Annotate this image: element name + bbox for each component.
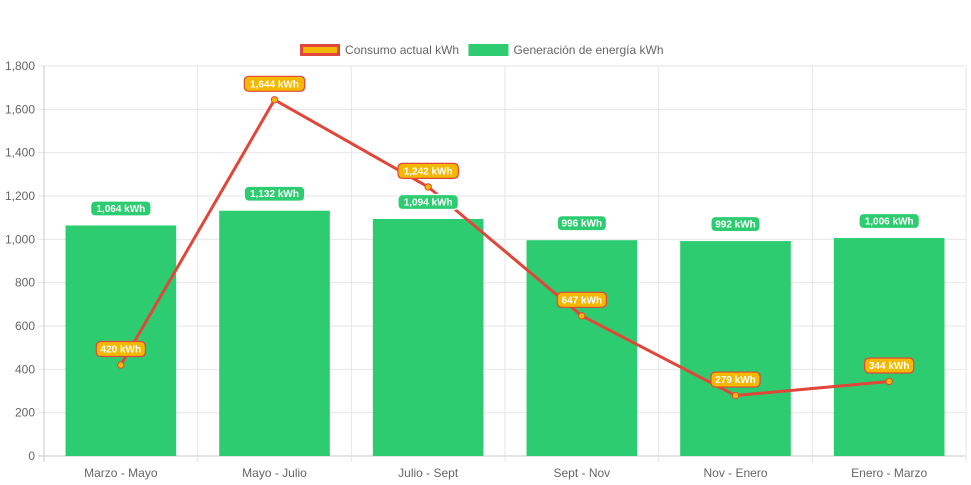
- legend-item: Generación de energía kWh: [468, 43, 664, 57]
- data-label-consumption-badge: [243, 75, 306, 92]
- point-consumption: [117, 361, 125, 369]
- y-tick-label: 1,000: [5, 232, 35, 246]
- data-label-generation-badge: [858, 212, 920, 230]
- data-label-consumption-badge: [95, 340, 147, 358]
- y-tick-label: 0: [28, 449, 35, 463]
- data-label-generation: 1,006 kWh: [865, 217, 914, 228]
- y-tick-label: 600: [15, 319, 35, 333]
- data-label-consumption-badge: [556, 291, 608, 308]
- legend-item: Consumo actual kWh: [300, 43, 459, 57]
- bar-generation: [65, 225, 177, 456]
- data-label-consumption-badge: [863, 357, 915, 374]
- data-label-generation: 996 kWh: [562, 219, 603, 230]
- data-label-consumption: 647 kWh: [562, 295, 603, 306]
- point-consumption: [885, 377, 893, 386]
- data-label-generation: 992 kWh: [715, 220, 756, 231]
- data-label-consumption: 420 kWh: [101, 345, 142, 356]
- x-tick-label: Marzo - Mayo: [84, 466, 158, 480]
- bar-generation: [680, 241, 791, 456]
- y-tick-label: 400: [15, 362, 35, 376]
- data-label-consumption: 1,242 kWh: [404, 166, 453, 177]
- data-label-consumption: 1,644 kWh: [250, 79, 299, 90]
- legend-label: Generación de energía kWh: [513, 43, 663, 57]
- y-tick-label: 1,200: [5, 189, 35, 203]
- axis-layer: 0 200 400 600 800 1,000 1,200 1,400 1,600 1,800 Ma…: [5, 59, 928, 480]
- data-label-generation: 1,094 kWh: [404, 197, 453, 208]
- y-tick-label: 800: [15, 276, 35, 290]
- point-consumption: [578, 312, 586, 320]
- bar-generation: [372, 218, 484, 456]
- data-label-generation: 1,064 kWh: [96, 204, 145, 215]
- x-tick-label: Julio - Sept: [398, 466, 459, 480]
- legend-swatch: [300, 44, 341, 56]
- data-label-consumption-badge: [710, 371, 761, 388]
- point-consumption: [424, 183, 432, 191]
- y-tick-label: 1,800: [5, 59, 35, 73]
- legend-label: Consumo actual kWh: [345, 43, 459, 57]
- y-tick-label: 1,600: [5, 102, 35, 116]
- data-label-consumption: 344 kWh: [869, 361, 910, 372]
- legend: Consumo actual kWh Generación de energía …: [300, 43, 664, 57]
- y-tick-label: 200: [15, 406, 35, 420]
- data-label-generation-badge: [243, 185, 306, 202]
- bar-generation: [526, 240, 638, 456]
- line-layer: [117, 96, 893, 400]
- bar-layer: [65, 210, 945, 456]
- x-tick-label: Enero - Marzo: [851, 466, 927, 480]
- data-label-generation-badge: [397, 193, 459, 211]
- x-tick-label: Mayo - Julio: [242, 466, 307, 480]
- data-label-consumption: 279 kWh: [715, 375, 756, 386]
- data-label-generation-badge: [556, 215, 608, 232]
- data-label-generation-badge: [90, 200, 152, 217]
- data-label-generation: 1,132 kWh: [250, 189, 299, 200]
- data-label-consumption-badge: [397, 162, 459, 179]
- data-label-generation-badge: [710, 215, 761, 233]
- x-tick-label: Nov - Enero: [703, 466, 767, 480]
- bar-generation: [219, 210, 330, 456]
- point-consumption: [731, 391, 740, 400]
- data-label-layer: 1,064 kWh 1,132 kWh 1,094 kWh 996 kWh 992 kW…: [90, 75, 920, 388]
- x-tick-label: Sept - Nov: [553, 466, 610, 480]
- grid-layer: [38, 65, 967, 462]
- point-consumption: [270, 96, 279, 104]
- legend-swatch: [468, 44, 509, 56]
- y-tick-label: 1,400: [5, 146, 35, 160]
- bar-generation: [833, 238, 945, 456]
- line-consumption: [119, 98, 890, 398]
